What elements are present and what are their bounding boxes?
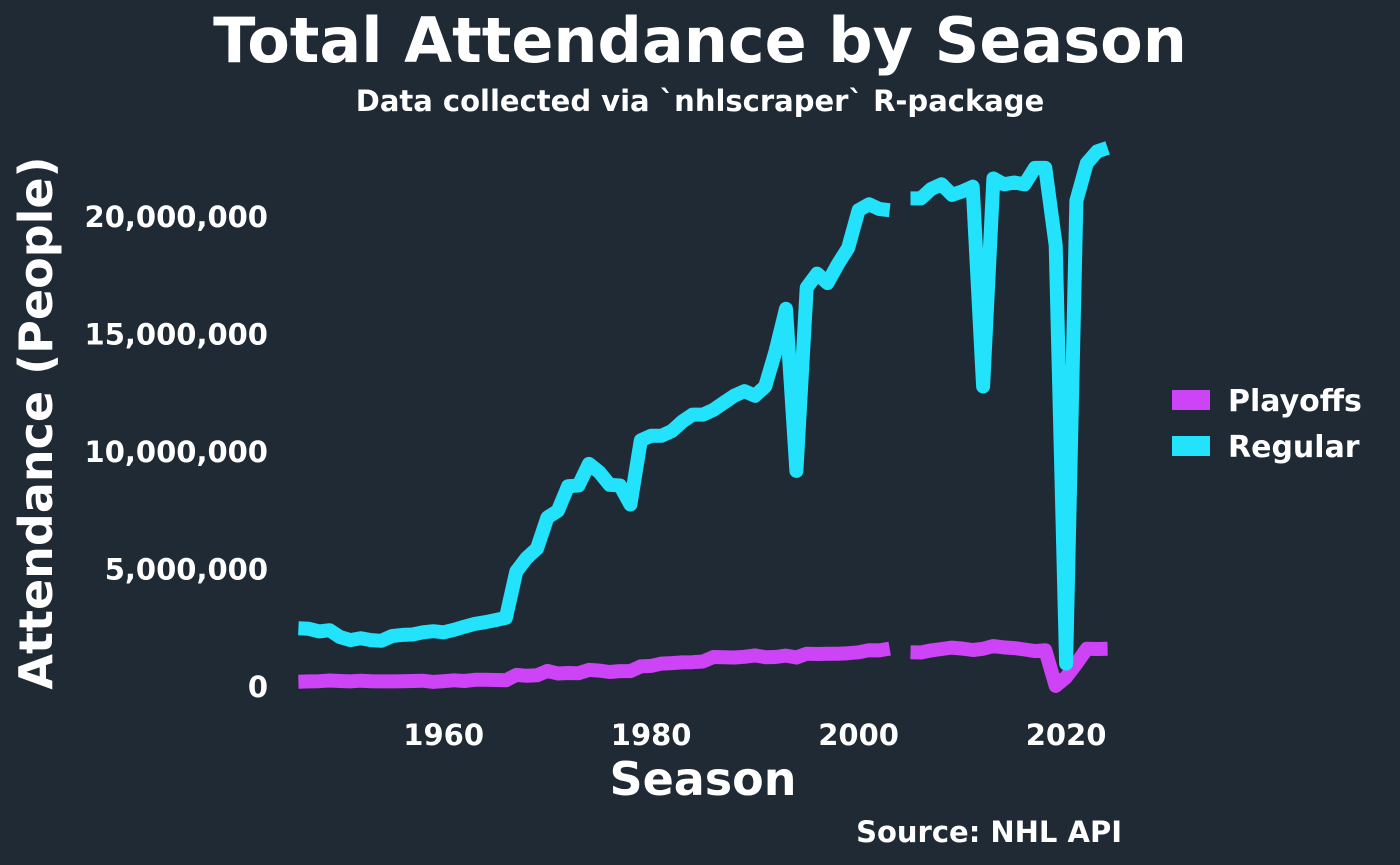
y-tick-label-20-000-000: 20,000,000 bbox=[85, 200, 268, 234]
x-tick-label-1960: 1960 bbox=[403, 718, 484, 752]
chart-subtitle: Data collected via `nhlscraper` R-packag… bbox=[355, 84, 1045, 118]
y-tick-label-0: 0 bbox=[248, 670, 268, 704]
legend-label-playoffs: Playoffs bbox=[1228, 384, 1362, 419]
legend-key-playoffs bbox=[1172, 390, 1210, 410]
y-tick-label-5-000-000: 5,000,000 bbox=[105, 553, 268, 587]
chart-title: Total Attendance by Season bbox=[213, 4, 1187, 77]
y-axis-title: Attendance (People) bbox=[9, 156, 63, 689]
x-tick-label-1980: 1980 bbox=[611, 718, 692, 752]
x-tick-label-2000: 2000 bbox=[818, 718, 899, 752]
x-axis-title: Season bbox=[609, 752, 796, 806]
series-line-playoffs bbox=[298, 639, 1108, 693]
x-tick-label-2020: 2020 bbox=[1026, 718, 1107, 752]
legend-label-regular: Regular bbox=[1228, 430, 1360, 465]
chart-caption: Source: NHL API bbox=[856, 815, 1122, 849]
y-tick-label-10-000-000: 10,000,000 bbox=[85, 435, 268, 469]
legend-key-regular bbox=[1172, 436, 1210, 456]
y-tick-label-15-000-000: 15,000,000 bbox=[85, 318, 268, 352]
series-line-regular bbox=[298, 141, 1110, 671]
